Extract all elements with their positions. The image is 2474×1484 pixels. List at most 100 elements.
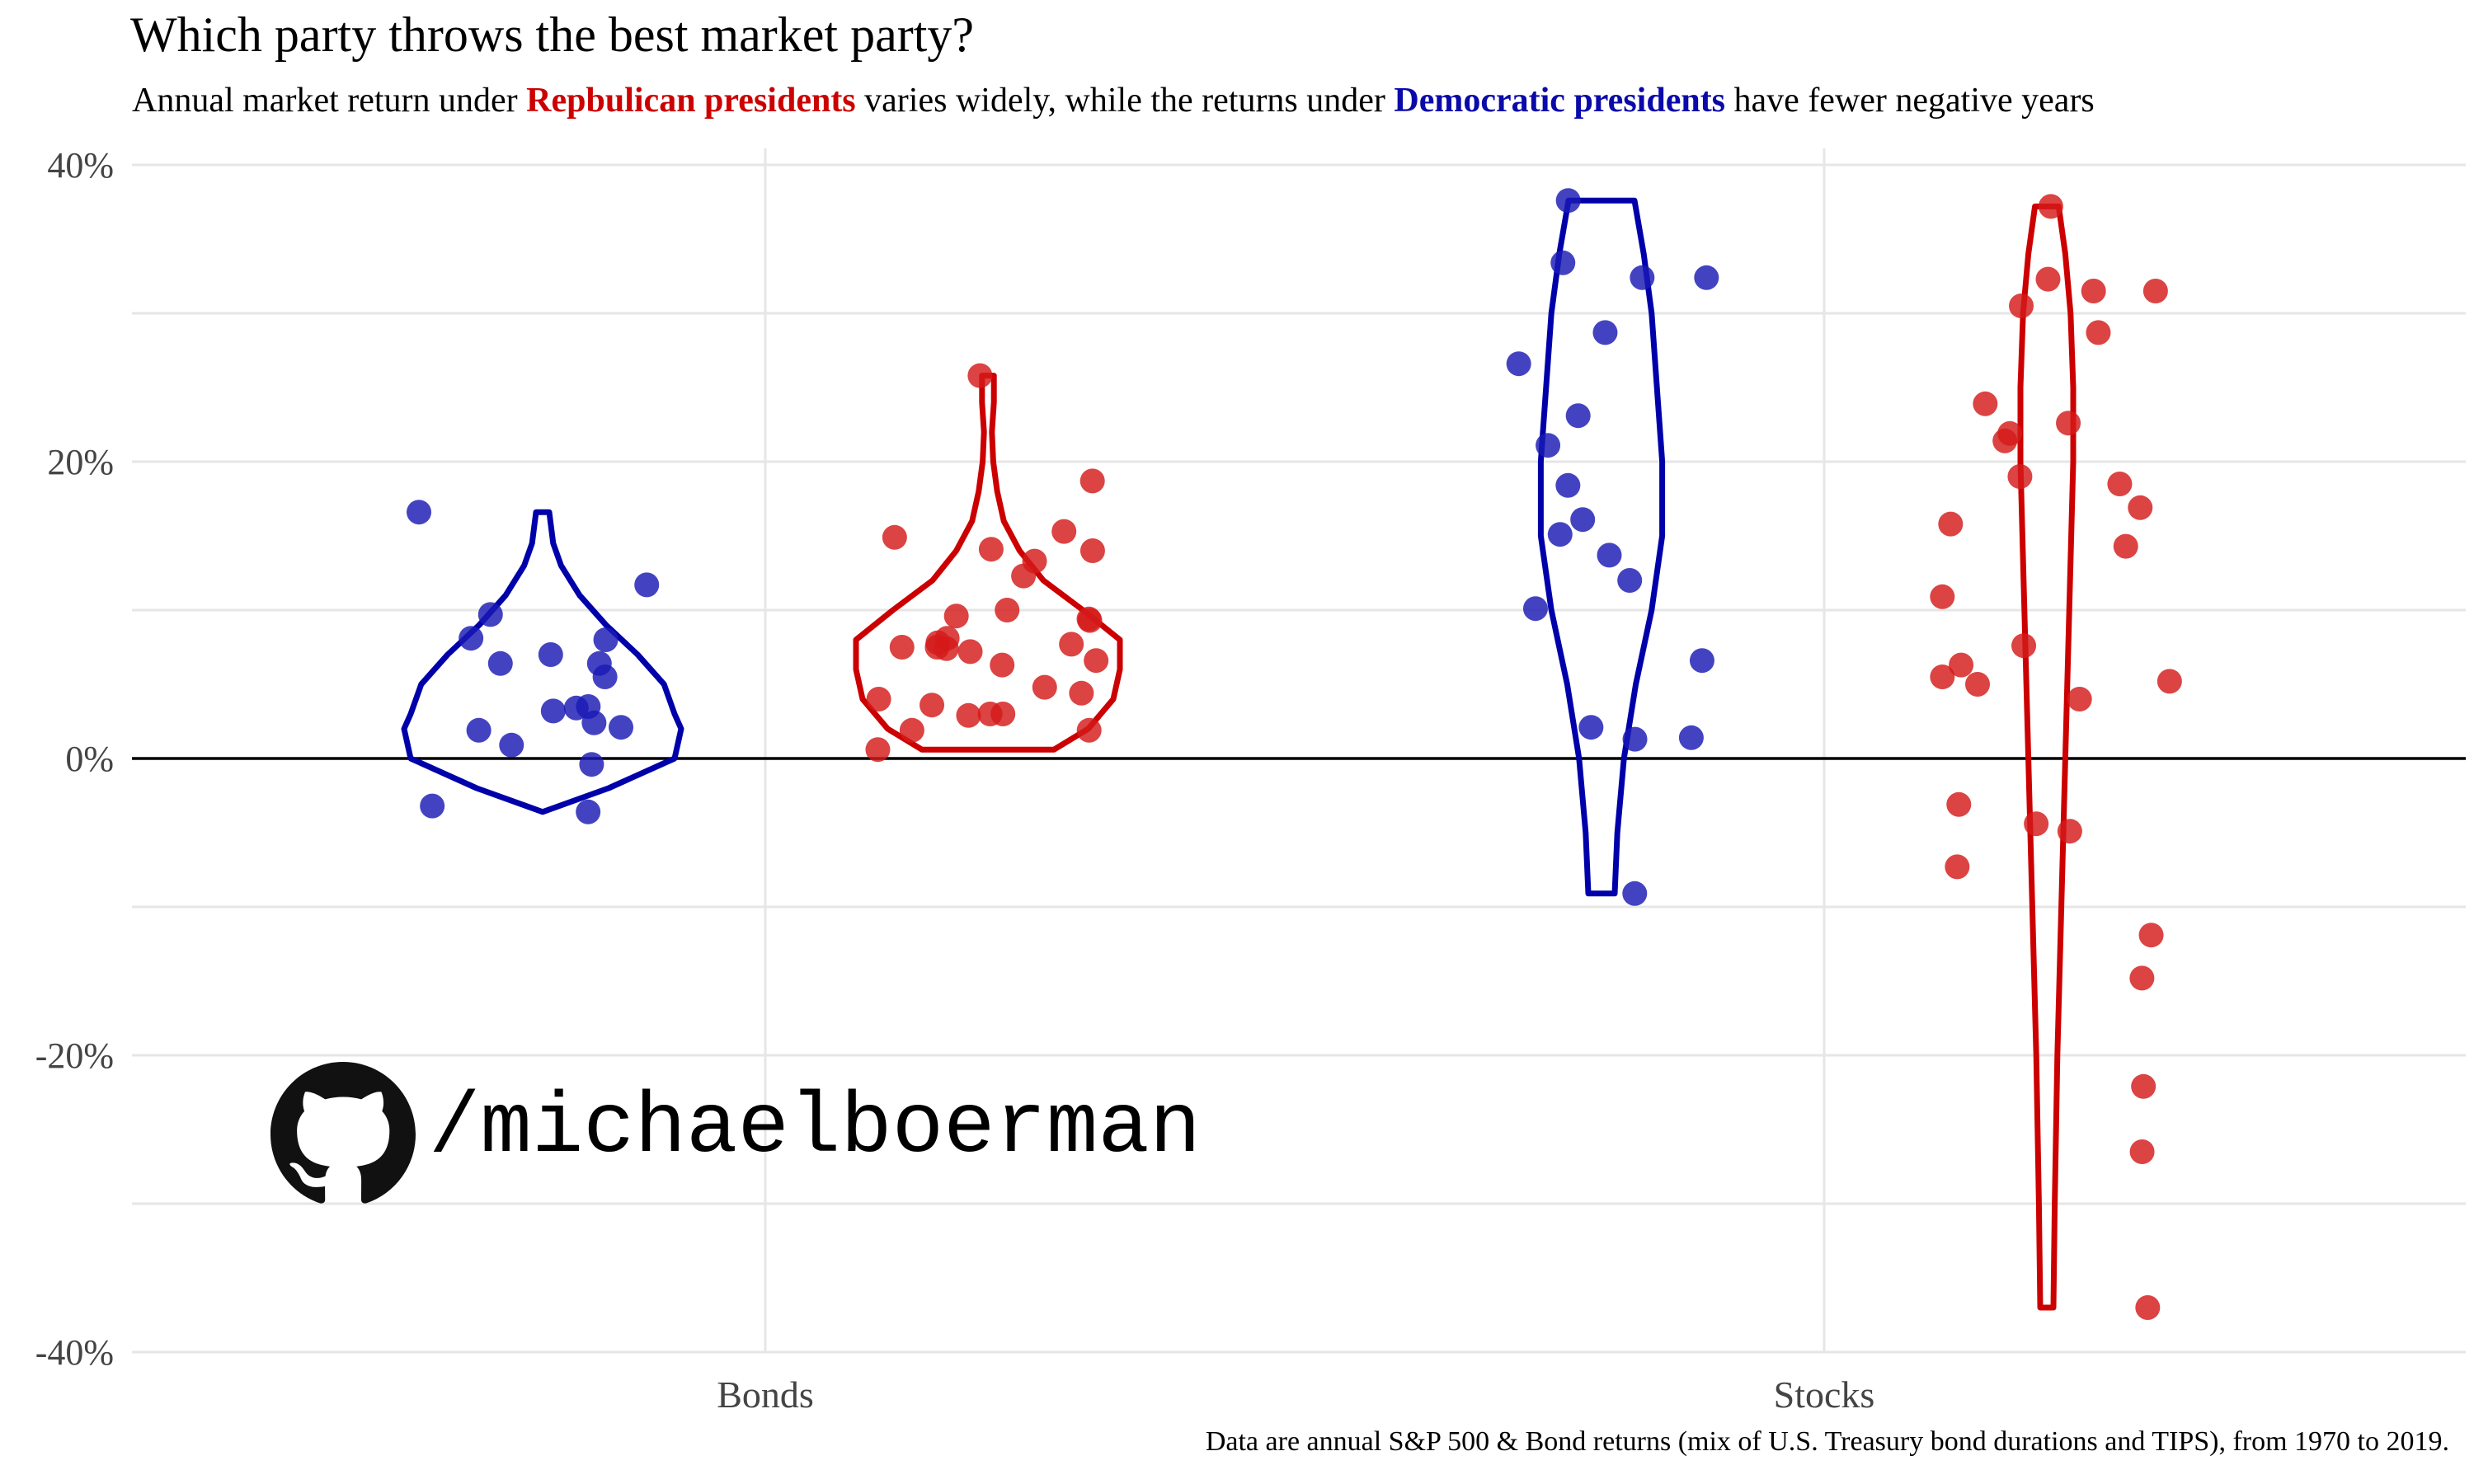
y-tick-label: 40%	[47, 145, 114, 186]
democratic-stocks-point	[1578, 715, 1604, 740]
republican-bonds-point	[889, 635, 915, 660]
republican-stocks-point	[2009, 294, 2034, 318]
republican-stocks-violin	[2017, 203, 2077, 1311]
republican-bonds-point	[943, 603, 969, 629]
republican-stocks-point	[2113, 533, 2138, 559]
republican-bonds-point	[1032, 674, 1057, 700]
democratic-stocks-point	[1570, 507, 1596, 533]
democratic-stocks-point	[1622, 726, 1648, 752]
republican-bonds-point	[865, 737, 891, 763]
democratic-bonds-point	[420, 793, 445, 819]
republican-bonds-point	[1079, 468, 1105, 494]
y-tick-label: -40%	[35, 1332, 114, 1373]
subtitle-part3: have fewer negative years	[1725, 82, 2095, 120]
republican-stocks-point	[1945, 854, 1970, 880]
republican-bonds-point	[1051, 519, 1077, 544]
chart-caption: Data are annual S&P 500 & Bond returns (…	[1205, 1426, 2449, 1457]
github-icon	[270, 1062, 416, 1204]
democratic-bonds-point	[593, 627, 618, 652]
democratic-bonds-point	[579, 752, 604, 777]
chart-title: Which party throws the best market party…	[130, 7, 974, 62]
republican-bonds-point	[1084, 648, 1109, 674]
democratic-stocks-point	[1550, 250, 1576, 275]
republican-stocks-point	[2135, 1295, 2161, 1320]
republican-bonds-point	[977, 702, 1003, 726]
republican-stocks-point	[2107, 472, 2133, 496]
y-tick-label: 20%	[47, 442, 114, 482]
democratic-stocks-point	[1678, 725, 1704, 750]
republican-bonds-point	[882, 524, 907, 550]
republican-stocks-point	[2086, 320, 2111, 345]
republican-bonds-point	[990, 652, 1015, 678]
democratic-bonds-point	[592, 665, 618, 689]
republican-bonds-point	[1011, 563, 1037, 589]
y-tick-label: -20%	[35, 1036, 114, 1076]
democratic-stocks-point	[1536, 433, 1561, 458]
democratic-stocks-point	[1555, 472, 1581, 498]
x-tick-label: Bonds	[717, 1374, 814, 1416]
points	[407, 188, 2182, 1320]
republican-stocks-point	[2024, 811, 2049, 837]
democratic-stocks-point	[1630, 265, 1655, 290]
republican-bonds-point	[1069, 680, 1094, 706]
republican-bonds-point	[920, 693, 945, 718]
democratic-bonds-point	[499, 732, 524, 758]
x-axis: Bonds Stocks	[717, 1374, 1874, 1416]
republican-stocks-point	[1973, 391, 1998, 416]
subtitle-democratic: Democratic presidents	[1394, 82, 1726, 120]
democratic-bonds-violin	[401, 509, 684, 815]
republican-stocks-point	[2007, 464, 2033, 489]
democratic-stocks-point	[1506, 351, 1531, 377]
republican-stocks-point	[1946, 791, 1972, 817]
republican-bonds-point	[956, 702, 981, 728]
subtitle-part2: varies widely, while the returns under	[855, 82, 1395, 120]
republican-stocks-point	[1992, 428, 2018, 453]
democratic-bonds-point	[576, 799, 601, 824]
republican-stocks-point	[2142, 279, 2168, 303]
republican-stocks-point	[1930, 665, 1955, 689]
democratic-stocks-point	[1617, 568, 1643, 593]
democratic-bonds-point	[609, 715, 634, 740]
republican-stocks-point	[1930, 584, 1955, 609]
democratic-stocks-point	[1694, 265, 1719, 290]
democratic-stocks-point	[1689, 648, 1714, 674]
republican-bonds-point	[978, 537, 1004, 562]
democratic-stocks-point	[1565, 403, 1591, 429]
democratic-bonds-point	[634, 572, 660, 598]
chart-subtitle: Annual market return under Repbulican pr…	[132, 81, 2095, 120]
republican-bonds-point	[1079, 538, 1105, 563]
democratic-bonds-point	[563, 695, 589, 721]
democratic-bonds-point	[581, 710, 607, 735]
republican-stocks-point	[2067, 687, 2092, 711]
x-tick-label: Stocks	[1774, 1374, 1875, 1416]
republican-stocks-point	[2011, 633, 2037, 659]
republican-stocks-point	[2129, 965, 2155, 991]
republican-stocks-point	[2056, 411, 2081, 436]
republican-stocks-point	[2157, 669, 2182, 694]
watermark-handle: /michaelboerman	[429, 1080, 1202, 1177]
democratic-bonds-point	[407, 500, 432, 525]
republican-bonds-point	[967, 363, 993, 388]
democratic-bonds-point	[487, 650, 513, 676]
subtitle-part1: Annual market return under	[132, 82, 527, 120]
republican-stocks-point	[1938, 511, 1964, 537]
republican-stocks-point	[2128, 495, 2153, 520]
republican-stocks-point	[2035, 266, 2061, 292]
democratic-bonds-point	[466, 717, 492, 743]
republican-stocks-point	[2057, 819, 2082, 844]
republican-stocks-point	[2138, 923, 2164, 948]
republican-bonds-point	[1059, 632, 1084, 657]
republican-bonds-point	[1076, 717, 1102, 743]
democratic-bonds-point	[540, 698, 566, 724]
republican-stocks-point	[2081, 279, 2106, 303]
republican-bonds-point	[924, 635, 950, 660]
democratic-stocks-point	[1592, 320, 1618, 345]
republican-stocks-point	[1949, 652, 1974, 678]
democratic-stocks-point	[1622, 881, 1648, 906]
subtitle-republican: Repbulican presidents	[526, 82, 856, 120]
republican-bonds-point	[1076, 606, 1102, 632]
republican-bonds-point	[995, 598, 1020, 622]
democratic-bonds-point	[477, 602, 503, 627]
y-tick-label: 0%	[65, 739, 114, 779]
republican-bonds-point	[866, 687, 891, 711]
